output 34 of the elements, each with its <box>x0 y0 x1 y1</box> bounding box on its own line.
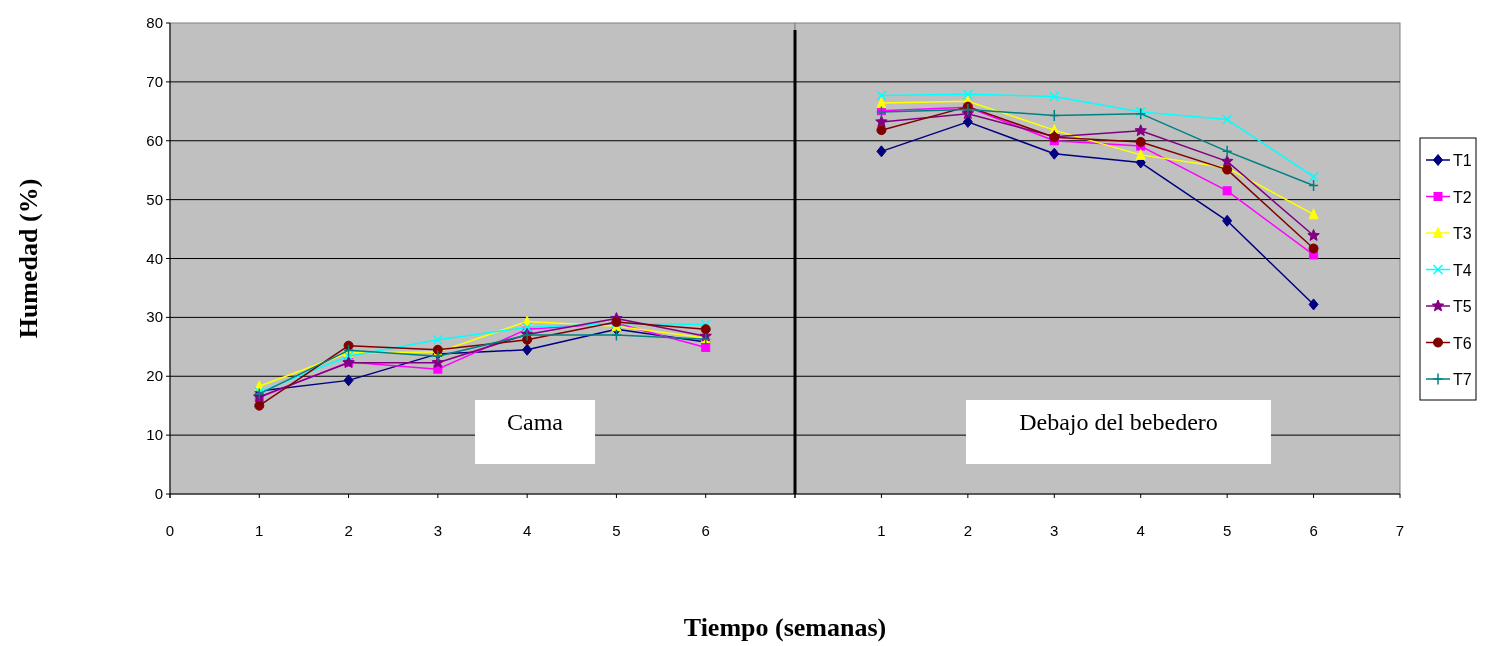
y-tick-label: 80 <box>146 14 163 31</box>
legend-label: T6 <box>1453 334 1472 352</box>
y-axis-title: Humedad (%) <box>14 178 43 339</box>
x-tick-label: 3 <box>1050 522 1059 539</box>
legend-label: T7 <box>1453 371 1472 388</box>
legend-label: T4 <box>1453 261 1472 279</box>
legend-label: T2 <box>1453 188 1472 206</box>
x-axis-title: Tiempo (semanas) <box>683 613 887 642</box>
x-tick-label: 4 <box>1136 522 1145 539</box>
x-tick-label: 2 <box>344 522 353 539</box>
y-tick-label: 30 <box>146 308 163 326</box>
y-tick-label: 70 <box>146 72 163 90</box>
annotation: Debajo del bebedero <box>1019 409 1218 435</box>
y-tick-label: 60 <box>146 131 163 149</box>
legend-label: T1 <box>1453 152 1472 169</box>
y-tick-label: 10 <box>146 426 163 444</box>
annotation: Cama <box>507 409 564 435</box>
legend-label: T5 <box>1453 298 1472 315</box>
x-tick-label: 1 <box>877 522 886 539</box>
x-tick-label: 7 <box>1395 522 1405 539</box>
legend-label: T3 <box>1453 225 1472 242</box>
x-tick-label: 5 <box>612 522 621 539</box>
y-tick-label: 0 <box>154 485 163 502</box>
x-tick-label: 0 <box>165 522 175 539</box>
x-tick-label: 1 <box>255 522 264 539</box>
y-tick-label: 40 <box>146 249 163 267</box>
x-tick-label: 2 <box>963 522 973 539</box>
y-tick-label: 20 <box>146 367 163 385</box>
x-tick-label: 3 <box>433 522 443 539</box>
x-tick-label: 5 <box>1222 522 1232 539</box>
y-tick-label: 50 <box>146 190 163 208</box>
x-tick-label: 6 <box>1309 522 1318 539</box>
x-tick-label: 6 <box>701 522 710 539</box>
x-tick-label: 4 <box>522 522 532 539</box>
